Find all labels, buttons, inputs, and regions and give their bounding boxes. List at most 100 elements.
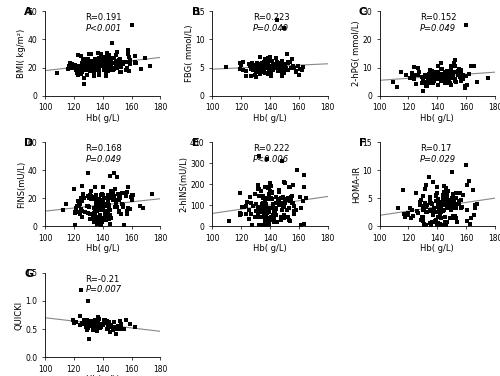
Point xyxy=(91,210,99,216)
Point xyxy=(114,191,122,197)
Point xyxy=(257,61,265,67)
Point xyxy=(92,65,100,71)
Point xyxy=(104,208,112,214)
Point xyxy=(120,222,128,228)
Point xyxy=(104,207,112,213)
Point xyxy=(102,54,110,60)
Point xyxy=(94,323,102,329)
Point xyxy=(86,64,94,70)
Point xyxy=(418,88,426,94)
Point xyxy=(102,69,110,75)
Point xyxy=(437,60,445,66)
Point xyxy=(426,222,434,228)
Point xyxy=(264,210,272,216)
Point xyxy=(106,64,114,70)
Point xyxy=(90,217,98,223)
Point xyxy=(109,67,117,73)
Point xyxy=(281,180,289,186)
Point xyxy=(267,205,275,211)
Point xyxy=(418,74,426,80)
Point xyxy=(112,58,120,64)
Point xyxy=(95,72,103,78)
Point xyxy=(401,214,409,220)
Point xyxy=(90,73,98,79)
Point xyxy=(292,207,300,213)
Point xyxy=(84,60,92,66)
Point xyxy=(268,196,276,202)
Point xyxy=(96,62,104,68)
Point xyxy=(246,194,254,200)
Point xyxy=(94,70,102,76)
Point xyxy=(259,200,267,206)
Point xyxy=(104,62,112,68)
Text: P=0.007: P=0.007 xyxy=(86,285,122,294)
Point xyxy=(442,203,450,209)
Point xyxy=(466,215,474,221)
Point xyxy=(86,318,94,324)
Point xyxy=(104,58,112,64)
Point xyxy=(436,207,444,213)
Point xyxy=(420,206,428,212)
Point xyxy=(118,59,126,65)
Point xyxy=(266,188,274,194)
Point xyxy=(422,222,430,228)
Point xyxy=(104,200,112,206)
Point xyxy=(284,214,292,220)
Point xyxy=(260,207,268,213)
Point xyxy=(76,71,84,77)
Point xyxy=(293,167,301,173)
Point xyxy=(268,61,276,67)
Point xyxy=(99,57,107,63)
Point xyxy=(268,205,276,211)
Point xyxy=(420,222,428,228)
Point xyxy=(456,74,464,80)
Point xyxy=(265,191,273,197)
Point xyxy=(239,67,247,73)
Point xyxy=(419,78,427,84)
Point xyxy=(444,197,452,203)
Point xyxy=(272,200,280,206)
Point xyxy=(79,191,87,197)
Point xyxy=(285,197,293,203)
Point xyxy=(289,182,297,188)
Point xyxy=(434,200,442,206)
Point xyxy=(122,67,130,73)
Point xyxy=(106,202,114,208)
Point xyxy=(108,65,116,71)
Point xyxy=(118,202,126,208)
Point xyxy=(458,71,466,77)
Point xyxy=(86,205,94,211)
Point xyxy=(71,62,79,68)
Point xyxy=(438,76,446,82)
Point xyxy=(459,76,467,82)
Point xyxy=(438,199,446,205)
Point xyxy=(88,322,96,328)
Point xyxy=(106,322,114,328)
Point xyxy=(253,65,261,71)
Point xyxy=(98,199,106,205)
Point xyxy=(444,188,452,194)
Point xyxy=(77,287,85,293)
Point xyxy=(248,222,256,228)
Text: R=-0.21: R=-0.21 xyxy=(86,274,119,284)
Point xyxy=(80,195,88,201)
Point xyxy=(260,64,268,70)
Point xyxy=(117,64,125,70)
Point xyxy=(254,204,262,210)
Point xyxy=(257,65,265,71)
Point xyxy=(270,64,278,70)
Point xyxy=(422,83,430,89)
Point xyxy=(84,320,92,326)
Point xyxy=(251,66,259,72)
Point xyxy=(128,197,136,203)
Point xyxy=(99,192,107,198)
Point xyxy=(97,192,105,198)
Point xyxy=(116,69,124,75)
Point xyxy=(267,70,275,76)
Point xyxy=(426,67,434,73)
Point xyxy=(266,53,274,59)
Point xyxy=(432,218,440,224)
Point xyxy=(266,196,274,202)
Point xyxy=(88,322,96,328)
Point xyxy=(254,211,262,217)
